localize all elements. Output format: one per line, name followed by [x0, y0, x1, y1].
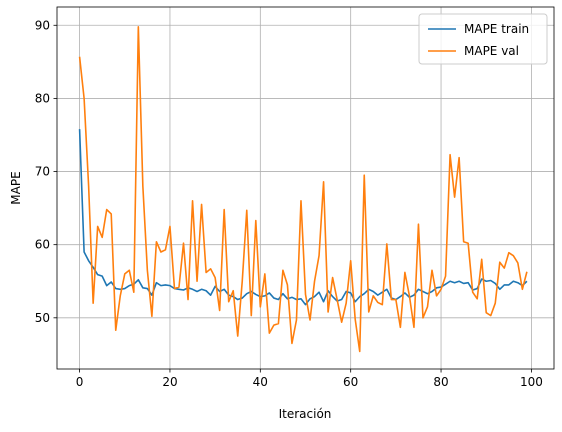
x-tick-label: 40 — [253, 375, 268, 389]
y-axis-label: MAPE — [9, 171, 23, 204]
grid — [57, 7, 554, 369]
y-tick-label: 90 — [35, 18, 50, 32]
x-tick-label: 100 — [520, 375, 543, 389]
plot-frame — [56, 6, 555, 370]
legend-label-val: MAPE val — [464, 44, 519, 58]
y-tick-label: 70 — [35, 165, 50, 179]
legend-label-train: MAPE train — [464, 22, 529, 36]
x-axis-label: Iteración — [279, 407, 332, 421]
x-tick-label: 0 — [76, 375, 84, 389]
series-line-val — [78, 25, 528, 353]
x-tick-label: 20 — [162, 375, 177, 389]
y-tick-label: 60 — [35, 238, 50, 252]
y-tick-label: 80 — [35, 91, 50, 105]
x-tick-label: 60 — [343, 375, 358, 389]
x-axis-ticks: 0 20 40 60 80 100 — [76, 369, 543, 389]
y-axis-ticks: 50 60 70 80 90 — [35, 18, 57, 325]
y-tick-label: 50 — [35, 311, 50, 325]
series-lines — [78, 25, 528, 353]
x-tick-label: 80 — [433, 375, 448, 389]
legend: MAPE train MAPE val — [418, 13, 548, 65]
